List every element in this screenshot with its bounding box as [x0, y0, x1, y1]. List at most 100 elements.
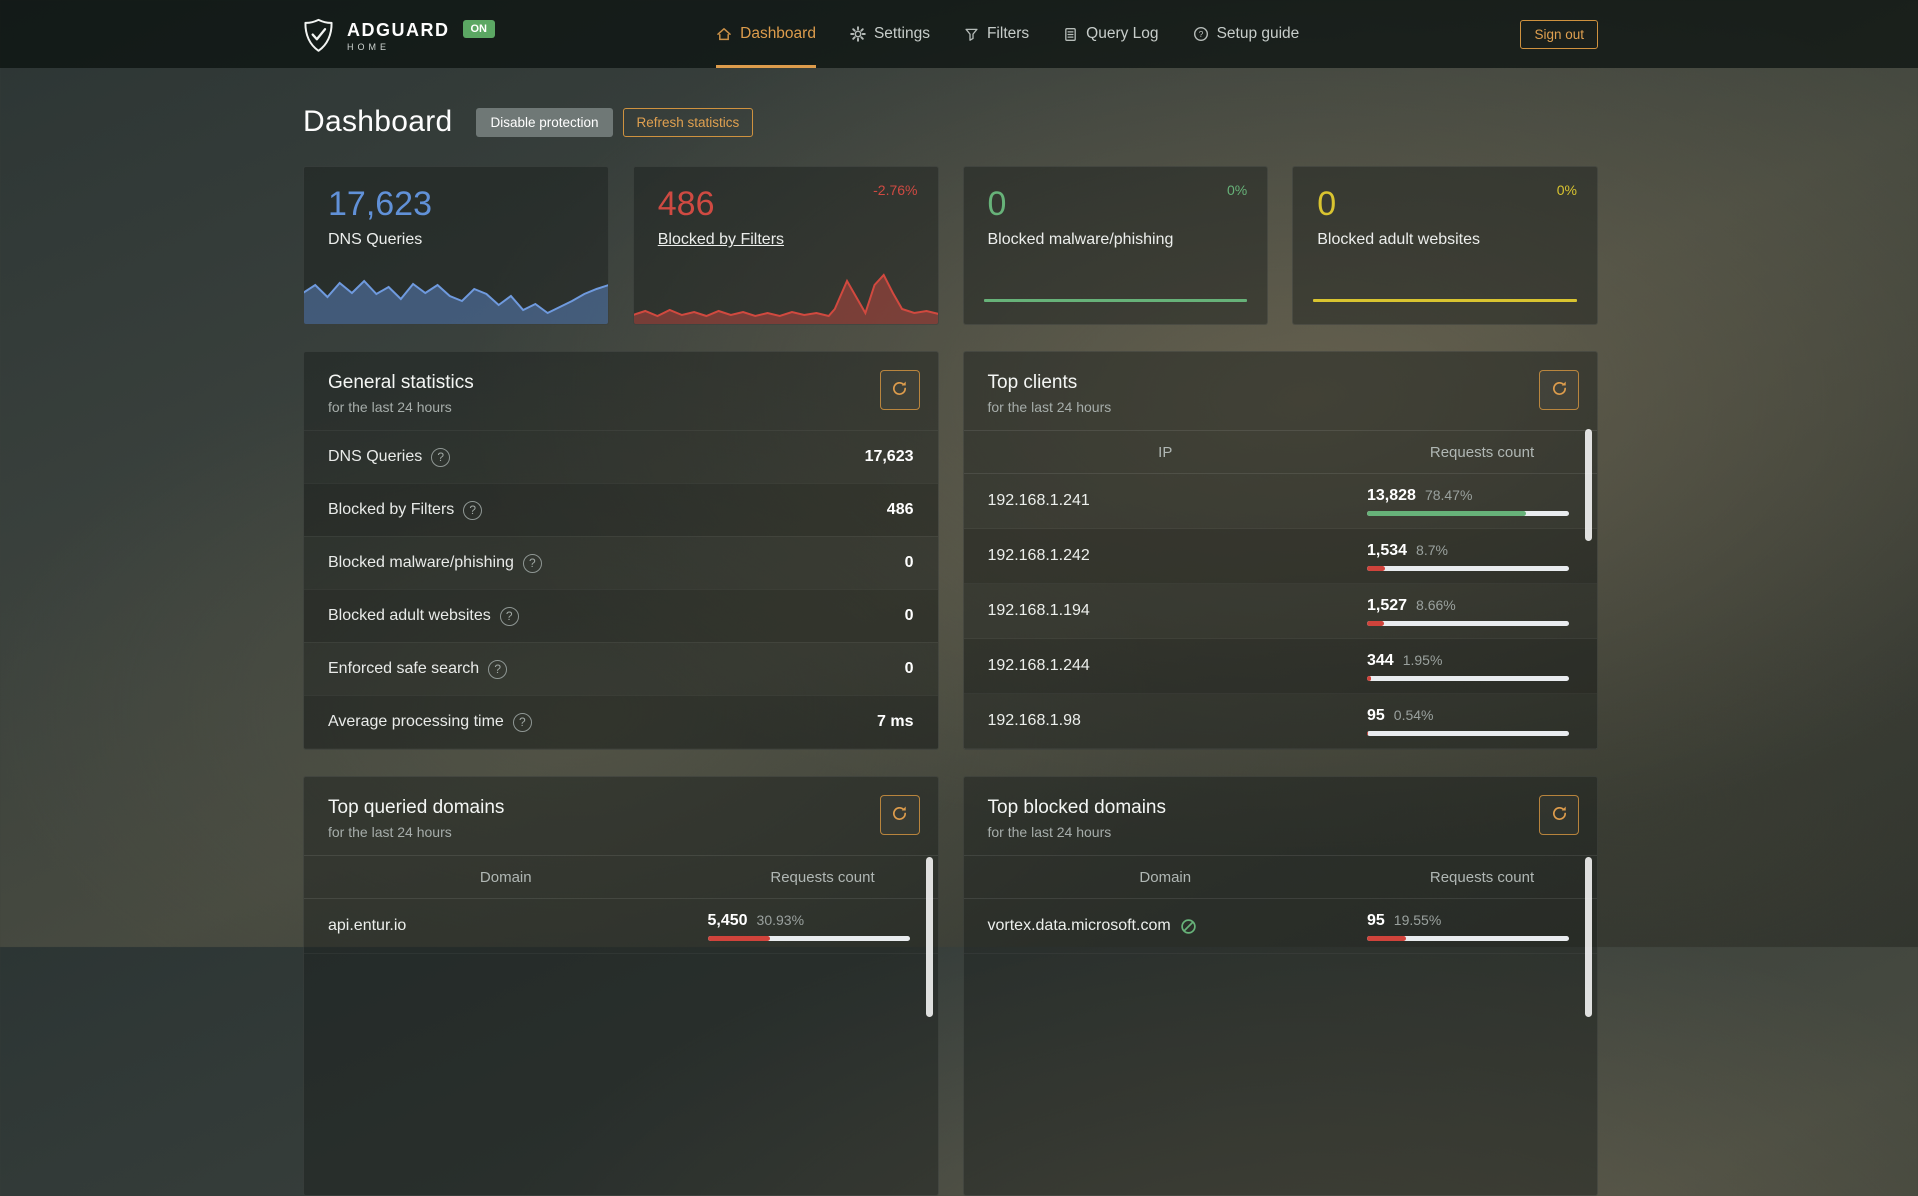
- client-ip[interactable]: 192.168.1.241: [987, 492, 1090, 509]
- top-blocked-domains-title: Top blocked domains: [987, 797, 1167, 818]
- blocked-malware-delta: 0%: [1227, 182, 1248, 198]
- nav-settings-label: Settings: [873, 25, 930, 42]
- table-row: 192.168.1.242 1,534 8.7%: [963, 529, 1597, 584]
- brand-name: ADGUARD: [347, 19, 450, 40]
- requests-count-cell: 95 19.55%: [1367, 912, 1597, 941]
- top-queried-domains-title: Top queried domains: [328, 797, 505, 818]
- stats-row-blocked-adult: Blocked adult websites? 0: [304, 589, 938, 642]
- page-title-row: Dashboard Disable protection Refresh sta…: [303, 104, 1598, 140]
- column-header-requests-count: Requests count: [770, 868, 875, 886]
- blocked-by-filters-value: 486: [657, 185, 715, 223]
- client-ip[interactable]: 192.168.1.244: [987, 657, 1090, 674]
- request-percent: 8.66%: [1416, 596, 1456, 613]
- table-row: 192.168.1.241 13,828 78.47%: [963, 474, 1597, 529]
- question-circle-icon: ?: [1193, 26, 1209, 42]
- request-percent: 0.54%: [1393, 706, 1434, 723]
- table-row: 192.168.1.98 95 0.54%: [963, 694, 1597, 749]
- top-clients-refresh-button[interactable]: [1539, 370, 1579, 410]
- tracker-blocked-icon: [1180, 918, 1197, 935]
- scrollbar-thumb[interactable]: [925, 857, 933, 1017]
- nav-filters[interactable]: Filters: [964, 0, 1029, 68]
- blocked-adult-label: Blocked adult websites: [1317, 231, 1481, 249]
- request-count: 344: [1367, 651, 1394, 669]
- client-ip[interactable]: 192.168.1.98: [987, 712, 1081, 729]
- table-row: 192.168.1.244 344 1.95%: [963, 639, 1597, 694]
- nav-setup-guide[interactable]: ? Setup guide: [1193, 0, 1300, 68]
- request-count: 95: [1367, 911, 1385, 929]
- dns-queries-value: 17,623: [328, 185, 432, 223]
- stats-row-label: Enforced safe search: [328, 660, 480, 677]
- stats-row-label: Blocked adult websites: [328, 607, 491, 624]
- nav-filters-label: Filters: [986, 25, 1030, 42]
- blocked-domain[interactable]: vortex.data.microsoft.com: [987, 917, 1171, 934]
- general-statistics-refresh-button[interactable]: [879, 370, 920, 410]
- top-clients-table: 192.168.1.241 13,828 78.47% 192.168.1.242…: [963, 474, 1597, 749]
- progress-bar: [1367, 510, 1569, 516]
- top-blocked-domains-panel: Top blocked domains for the last 24 hour…: [962, 776, 1598, 1196]
- column-header-requests-count: Requests count: [1429, 443, 1535, 461]
- dns-queries-label: DNS Queries: [328, 231, 423, 249]
- top-clients-panel: Top clients for the last 24 hours IP Req…: [962, 351, 1598, 750]
- top-clients-title: Top clients: [987, 372, 1078, 393]
- general-statistics-title: General statistics: [328, 372, 474, 393]
- stats-row-processing-time: Average processing time? 7 ms: [304, 695, 938, 748]
- help-icon[interactable]: ?: [499, 606, 519, 626]
- brand-subtitle: HOME: [347, 41, 390, 52]
- refresh-statistics-button[interactable]: Refresh statistics: [622, 107, 754, 137]
- general-statistics-subtitle: for the last 24 hours: [328, 399, 452, 415]
- dashboard-page: Dashboard Disable protection Refresh sta…: [303, 68, 1598, 1196]
- nav-dashboard[interactable]: Dashboard: [716, 0, 816, 68]
- shield-logo-icon: [303, 18, 334, 53]
- top-queried-domains-panel: Top queried domains for the last 24 hour…: [303, 776, 939, 1196]
- top-blocked-domains-table: vortex.data.microsoft.com 95 19.55%: [963, 899, 1597, 954]
- nav-query-log[interactable]: Query Log: [1063, 0, 1159, 68]
- client-ip[interactable]: 192.168.1.242: [987, 547, 1090, 564]
- progress-bar: [1367, 675, 1569, 681]
- general-statistics-panel: General statistics for the last 24 hours…: [303, 351, 939, 750]
- progress-bar-fill: [1367, 565, 1385, 571]
- top-blocked-domains-refresh-button[interactable]: [1539, 795, 1579, 835]
- blocked-by-filters-card: 486 Blocked by Filters -2.76%: [632, 166, 939, 325]
- progress-bar-fill: [1367, 510, 1526, 516]
- nav-query-log-label: Query Log: [1086, 25, 1159, 42]
- blocked-adult-delta: 0%: [1556, 182, 1577, 198]
- request-percent: 1.95%: [1402, 651, 1443, 668]
- nav-dashboard-label: Dashboard: [740, 25, 816, 42]
- stats-row-label: Blocked by Filters: [328, 501, 455, 518]
- scrollbar-thumb[interactable]: [1585, 429, 1592, 541]
- progress-bar-fill: [1367, 620, 1385, 626]
- blocked-by-filters-sparkline: [633, 263, 938, 324]
- column-header-domain: Domain: [479, 868, 532, 886]
- nav-settings[interactable]: Settings: [850, 0, 930, 68]
- help-icon[interactable]: ?: [488, 659, 508, 679]
- help-icon[interactable]: ?: [431, 447, 451, 467]
- blocked-adult-card: 0 Blocked adult websites 0%: [1292, 166, 1598, 325]
- stats-row-value: 7 ms: [877, 713, 914, 730]
- progress-bar: [707, 935, 910, 941]
- blocked-by-filters-link[interactable]: Blocked by Filters: [657, 231, 785, 249]
- blocked-malware-value: 0: [987, 185, 1007, 223]
- help-icon[interactable]: ?: [522, 553, 542, 573]
- top-blocked-domains-subtitle: for the last 24 hours: [987, 824, 1112, 840]
- top-queried-domains-refresh-button[interactable]: [879, 795, 920, 835]
- adguard-home-logo[interactable]: ADGUARD HOME ON: [303, 16, 495, 53]
- blocked-malware-card: 0 Blocked malware/phishing 0%: [962, 166, 1269, 325]
- queried-domain[interactable]: api.entur.io: [328, 917, 407, 934]
- progress-bar-fill: [1367, 675, 1371, 681]
- help-icon[interactable]: ?: [512, 712, 532, 732]
- table-row: vortex.data.microsoft.com 95 19.55%: [963, 899, 1597, 954]
- requests-count-cell: 5,450 30.93%: [707, 911, 938, 941]
- request-percent: 78.47%: [1424, 486, 1473, 503]
- requests-count-cell: 1,534 8.7%: [1367, 542, 1597, 571]
- progress-bar: [1367, 935, 1569, 941]
- help-icon[interactable]: ?: [463, 500, 483, 520]
- request-count: 5,450: [707, 911, 748, 929]
- client-ip[interactable]: 192.168.1.194: [987, 602, 1090, 619]
- nav-setup-guide-label: Setup guide: [1216, 25, 1300, 42]
- request-percent: 19.55%: [1393, 911, 1442, 928]
- sign-out-button[interactable]: Sign out: [1520, 19, 1598, 49]
- blocked-by-filters-delta: -2.76%: [873, 182, 918, 198]
- stats-row-label: Blocked malware/phishing: [328, 554, 514, 571]
- scrollbar-thumb[interactable]: [1585, 857, 1592, 1017]
- disable-protection-button[interactable]: Disable protection: [476, 107, 613, 137]
